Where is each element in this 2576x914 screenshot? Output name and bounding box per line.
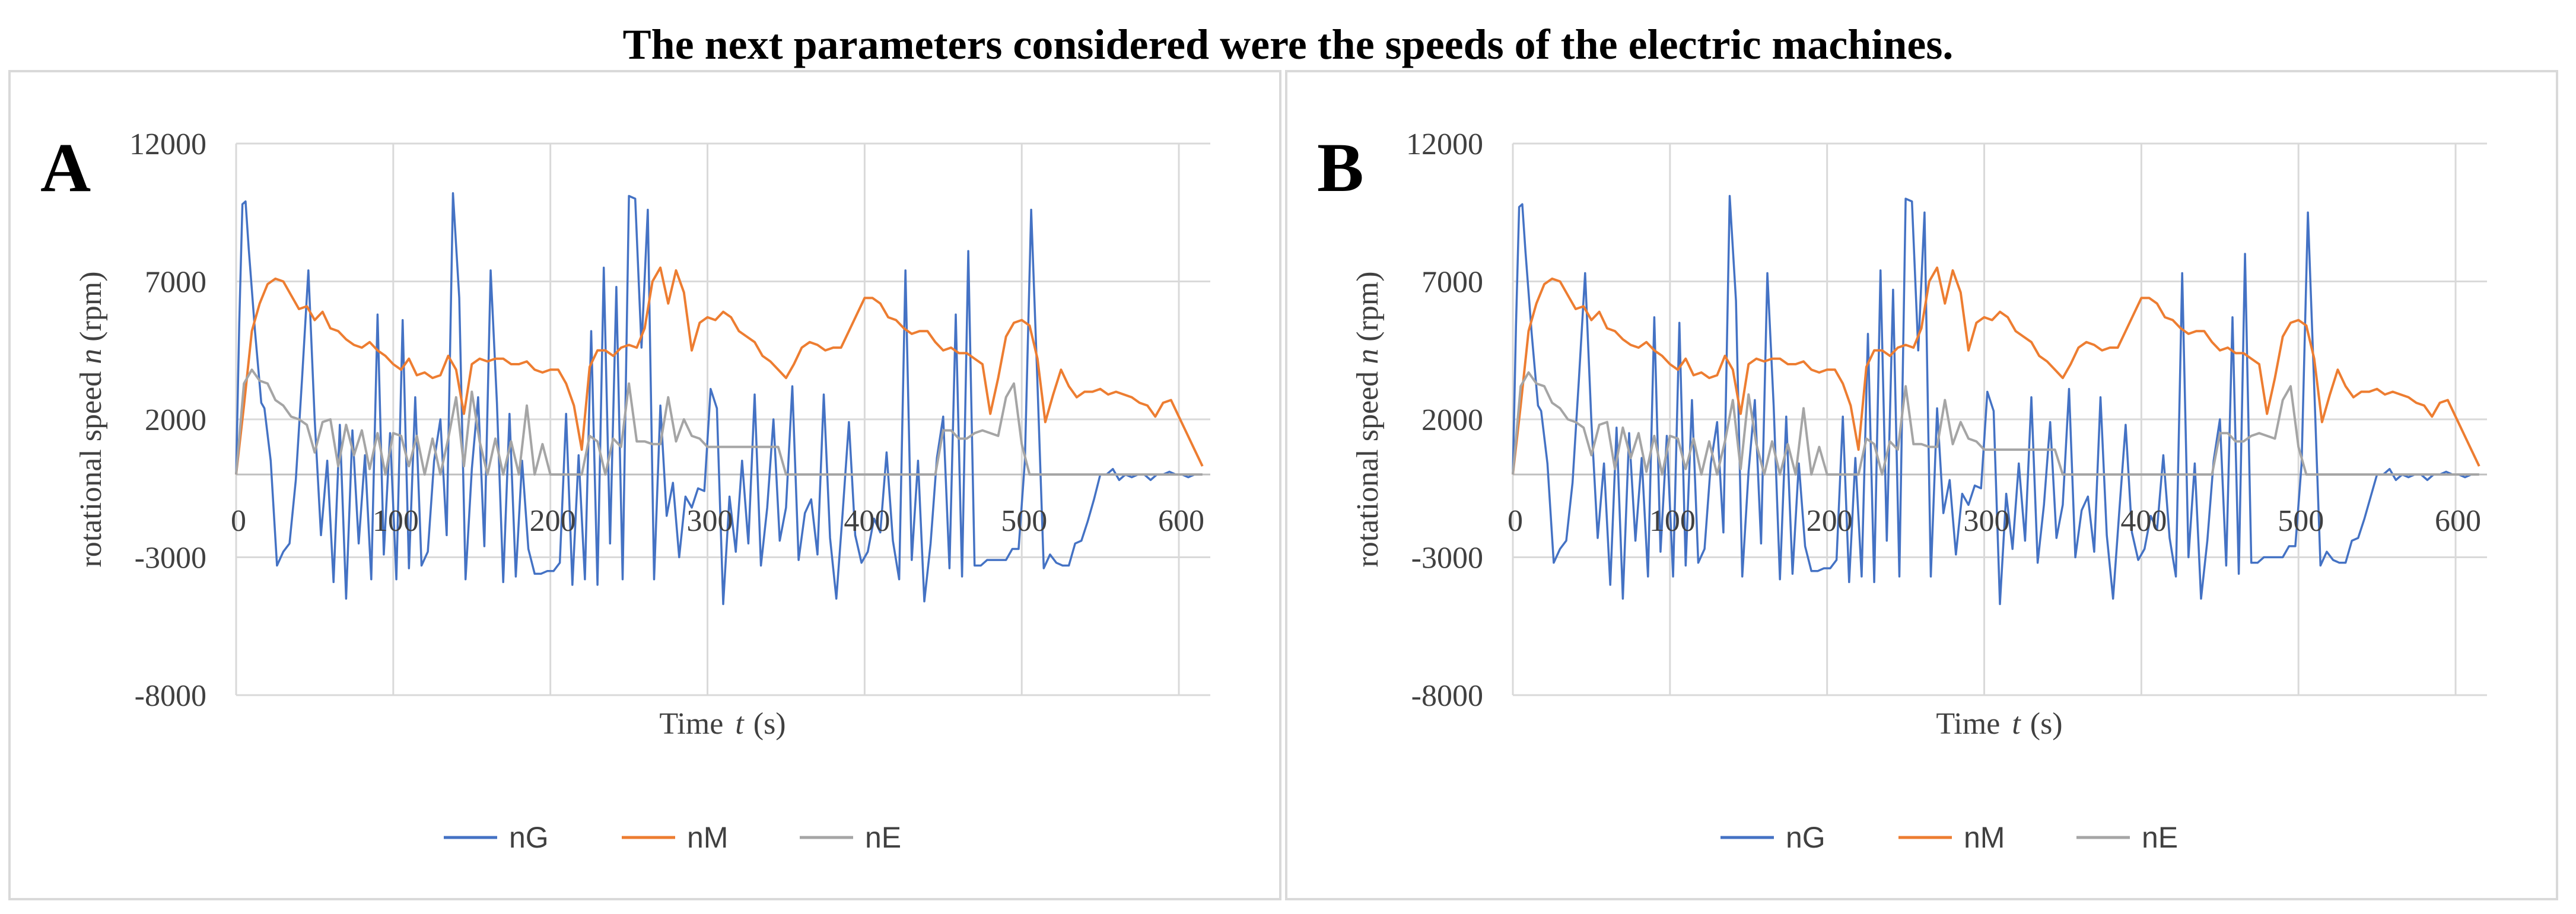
x-tick-label: 600 bbox=[2435, 504, 2481, 538]
x-tick-label: 100 bbox=[1649, 504, 1696, 538]
y-tick-label: 12000 bbox=[129, 128, 206, 161]
x-axis-title-unit: (s) bbox=[753, 707, 786, 741]
x-tick-label: 0 bbox=[1508, 504, 1523, 538]
panel-letter: B bbox=[1317, 129, 1364, 206]
x-axis-title-unit: (s) bbox=[2030, 707, 2063, 741]
x-tick-label: 400 bbox=[844, 504, 890, 538]
y-axis-title-var: n bbox=[74, 349, 108, 364]
x-tick-label: 500 bbox=[1001, 504, 1047, 538]
x-axis-title-var: t bbox=[2012, 707, 2021, 741]
legend-label-nM: nM bbox=[1964, 821, 2005, 854]
series-line-nM bbox=[1512, 266, 2480, 475]
series-line-nE bbox=[1512, 371, 2479, 476]
y-axis-title-unit: (rpm) bbox=[74, 271, 108, 341]
series-line-nM bbox=[235, 266, 1204, 475]
panel-letter: A bbox=[40, 129, 91, 206]
x-tick-label: 300 bbox=[1964, 504, 2010, 538]
series-line-nG bbox=[1512, 195, 2478, 606]
x-axis-title: Time t (s) bbox=[1936, 707, 2062, 741]
x-tick-label: 0 bbox=[231, 504, 246, 538]
legend-label-nE: nE bbox=[865, 821, 901, 854]
legend-label-nM: nM bbox=[687, 821, 728, 854]
y-axis-title: rotational speed n (rpm) bbox=[74, 271, 108, 567]
y-axis-title-label: rotational speed bbox=[74, 371, 108, 568]
y-tick-label: 7000 bbox=[145, 266, 206, 300]
x-tick-label: 100 bbox=[373, 504, 419, 538]
chart-a-svg: A 12000 7000 2000 -3000 -8000 0 100 200 300 400 500… bbox=[40, 128, 1210, 854]
legend-label-nG: nG bbox=[509, 821, 549, 854]
y-axis-title-label: rotational speed bbox=[1351, 371, 1385, 568]
y-axis-title: rotational speed n (rpm) bbox=[1351, 271, 1385, 567]
y-tick-label: -8000 bbox=[135, 679, 206, 713]
y-tick-label: 7000 bbox=[1421, 266, 1483, 300]
series-line-nE bbox=[235, 368, 1203, 476]
y-tick-label: -3000 bbox=[1411, 542, 1483, 575]
x-tick-label: 300 bbox=[687, 504, 733, 538]
chart-panel-a: A 12000 7000 2000 -3000 -8000 0 100 200 300 400 500… bbox=[8, 70, 1281, 900]
x-tick-label: 600 bbox=[1158, 504, 1204, 538]
series-line-nG bbox=[235, 192, 1201, 606]
x-axis-title-label: Time bbox=[1936, 707, 2000, 741]
y-tick-label: 2000 bbox=[145, 403, 206, 437]
y-tick-label: -3000 bbox=[135, 542, 206, 575]
y-tick-label: 2000 bbox=[1421, 403, 1483, 437]
x-axis-title-label: Time bbox=[659, 707, 723, 741]
chart-panel-b: B 12000 7000 2000 -3000 -8000 0 100 200 300 400 500… bbox=[1285, 70, 2558, 900]
x-tick-label: 400 bbox=[2120, 504, 2167, 538]
x-tick-label: 500 bbox=[2278, 504, 2324, 538]
legend-label-nE: nE bbox=[2142, 821, 2178, 854]
legend-label-nG: nG bbox=[1786, 821, 1826, 854]
x-tick-label: 200 bbox=[530, 504, 576, 538]
x-axis-title-var: t bbox=[735, 707, 745, 741]
chart-b-svg: B 12000 7000 2000 -3000 -8000 0 100 200 300 400 500… bbox=[1317, 128, 2487, 854]
x-axis-title: Time t (s) bbox=[659, 707, 785, 741]
x-tick-label: 200 bbox=[1807, 504, 1853, 538]
y-tick-label: 12000 bbox=[1406, 128, 1483, 161]
y-tick-label: -8000 bbox=[1411, 679, 1483, 713]
y-axis-title-var: n bbox=[1351, 349, 1385, 364]
page-title: The next parameters considered were the … bbox=[622, 21, 1954, 68]
y-axis-title-unit: (rpm) bbox=[1351, 271, 1385, 341]
